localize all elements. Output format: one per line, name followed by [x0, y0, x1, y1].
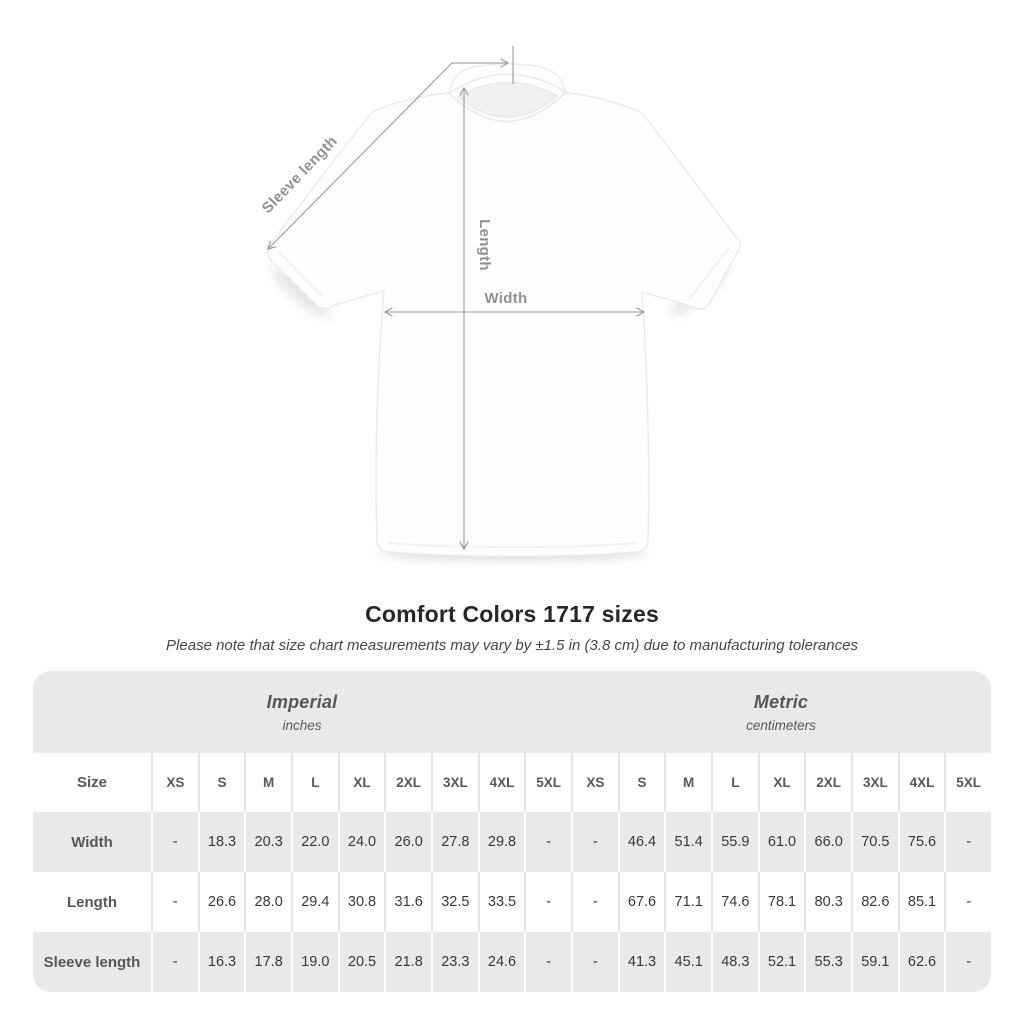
row-label: Length	[67, 893, 117, 911]
value-cell-metric: 80.3	[804, 872, 851, 932]
value-cell-imperial: 17.8	[244, 932, 291, 992]
value-cell-imperial: 22.0	[291, 812, 338, 872]
value-cell-imperial: 24.0	[337, 812, 385, 872]
value-cell-imperial: -	[151, 812, 198, 872]
row-label: Sleeve length	[43, 953, 141, 971]
unit-band: Imperial inches Metric centimeters	[33, 671, 991, 753]
page-subtitle: Please note that size chart measurements…	[166, 637, 858, 654]
value-cell-imperial: 32.5	[431, 872, 478, 932]
value-cell-metric: 61.0	[757, 812, 805, 872]
table-row: Width -18.3 20.3 22.0 24.0 26.0 27.8 29.8- -46.4…	[33, 812, 991, 872]
metric-title: Metric	[753, 691, 809, 712]
size-table: Imperial inches Metric centimeters Size X…	[33, 671, 991, 992]
sleeve-length-arrow	[267, 62, 453, 250]
value-cell-imperial: -	[524, 872, 571, 932]
size-column-header-imperial: XS	[151, 753, 198, 812]
value-cell-metric: -	[944, 872, 991, 932]
size-column-header-imperial: 2XL	[384, 753, 431, 812]
value-cell-imperial: 33.5	[477, 872, 525, 932]
table-row: Sleeve length -16.3 17.8 19.0 20.5 21.8 23.3 24…	[33, 932, 991, 992]
length-label: Length	[476, 219, 493, 271]
value-cell-imperial: 23.3	[431, 932, 478, 992]
measurement-lines	[267, 46, 646, 551]
value-cell-metric: 52.1	[757, 932, 805, 992]
value-cell-metric: 70.5	[851, 812, 898, 872]
value-cell-imperial: 19.0	[291, 932, 338, 992]
value-cell-metric: 41.3	[617, 932, 665, 992]
imperial-title: Imperial	[266, 691, 338, 712]
value-cell-metric: 46.4	[617, 812, 665, 872]
value-cell-metric: 85.1	[897, 872, 945, 932]
size-column-header-imperial: L	[291, 753, 338, 812]
size-column-header-imperial: S	[197, 753, 245, 812]
size-column-header-metric: 5XL	[944, 753, 991, 812]
value-cell-metric: 45.1	[664, 932, 711, 992]
imperial-unit: inches	[282, 717, 322, 733]
value-cell-metric: 55.9	[711, 812, 758, 872]
value-cell-imperial: 18.3	[197, 812, 245, 872]
metric-unit: centimeters	[746, 717, 816, 733]
size-column-header-imperial: 5XL	[524, 753, 571, 812]
size-column-header-metric: S	[617, 753, 665, 812]
value-cell-metric: -	[571, 812, 618, 872]
size-column-header-imperial: 4XL	[477, 753, 525, 812]
size-header-row: Size XS S M L XL 2XL 3XL 4XL 5XL XS S M L XL 2XL 3XL 4XL 5…	[33, 753, 991, 812]
tshirt-graphic	[266, 63, 741, 558]
metric-header: Metric centimeters	[571, 671, 991, 753]
tshirt-diagram: Sleeve length Length Width	[259, 46, 741, 560]
page-title: Comfort Colors 1717 sizes	[365, 601, 659, 627]
value-cell-metric: 71.1	[664, 872, 711, 932]
size-column-header-metric: L	[711, 753, 758, 812]
value-cell-metric: 48.3	[711, 932, 758, 992]
size-column-header-imperial: 3XL	[431, 753, 478, 812]
row-label: Width	[71, 833, 113, 851]
value-cell-imperial: 16.3	[197, 932, 245, 992]
table-row: Length -26.6 28.0 29.4 30.8 31.6 32.5 33.5- -67.…	[33, 872, 991, 932]
value-cell-imperial: -	[151, 932, 198, 992]
size-column-header-metric: XL	[757, 753, 805, 812]
value-cell-metric: -	[944, 932, 991, 992]
value-cell-metric: 59.1	[851, 932, 898, 992]
value-cell-imperial: 28.0	[244, 872, 291, 932]
size-table-grid: Size XS S M L XL 2XL 3XL 4XL 5XL XS S M L XL 2XL 3XL 4XL 5…	[33, 753, 991, 992]
size-column-header-metric: M	[664, 753, 711, 812]
value-cell-imperial: 20.5	[337, 932, 385, 992]
value-cell-imperial: 29.4	[291, 872, 338, 932]
value-cell-imperial: 29.8	[477, 812, 525, 872]
width-label: Width	[484, 290, 527, 307]
value-cell-imperial: -	[151, 872, 198, 932]
value-cell-metric: 78.1	[757, 872, 805, 932]
size-column-header-imperial: XL	[337, 753, 385, 812]
size-column-header-imperial: M	[244, 753, 291, 812]
imperial-header: Imperial inches	[33, 671, 571, 753]
value-cell-imperial: 24.6	[477, 932, 525, 992]
value-cell-metric: 74.6	[711, 872, 758, 932]
value-cell-metric: 82.6	[851, 872, 898, 932]
value-cell-metric: -	[944, 812, 991, 872]
value-cell-imperial: 27.8	[431, 812, 478, 872]
value-cell-imperial: -	[524, 812, 571, 872]
value-cell-metric: 67.6	[617, 872, 665, 932]
value-cell-metric: -	[571, 932, 618, 992]
size-column-header-metric: 2XL	[804, 753, 851, 812]
value-cell-metric: 75.6	[897, 812, 945, 872]
value-cell-imperial: 20.3	[244, 812, 291, 872]
value-cell-imperial: 30.8	[337, 872, 385, 932]
size-column-header-metric: 3XL	[851, 753, 898, 812]
size-column-header-metric: XS	[571, 753, 618, 812]
value-cell-metric: 62.6	[897, 932, 945, 992]
value-cell-imperial: 26.6	[197, 872, 245, 932]
value-cell-imperial: -	[524, 932, 571, 992]
value-cell-metric: -	[571, 872, 618, 932]
value-cell-metric: 51.4	[664, 812, 711, 872]
value-cell-imperial: 31.6	[384, 872, 431, 932]
value-cell-imperial: 21.8	[384, 932, 431, 992]
size-column-header-metric: 4XL	[897, 753, 945, 812]
value-cell-imperial: 26.0	[384, 812, 431, 872]
value-cell-metric: 55.3	[804, 932, 851, 992]
size-header-label: Size	[76, 774, 107, 791]
value-cell-metric: 66.0	[804, 812, 851, 872]
